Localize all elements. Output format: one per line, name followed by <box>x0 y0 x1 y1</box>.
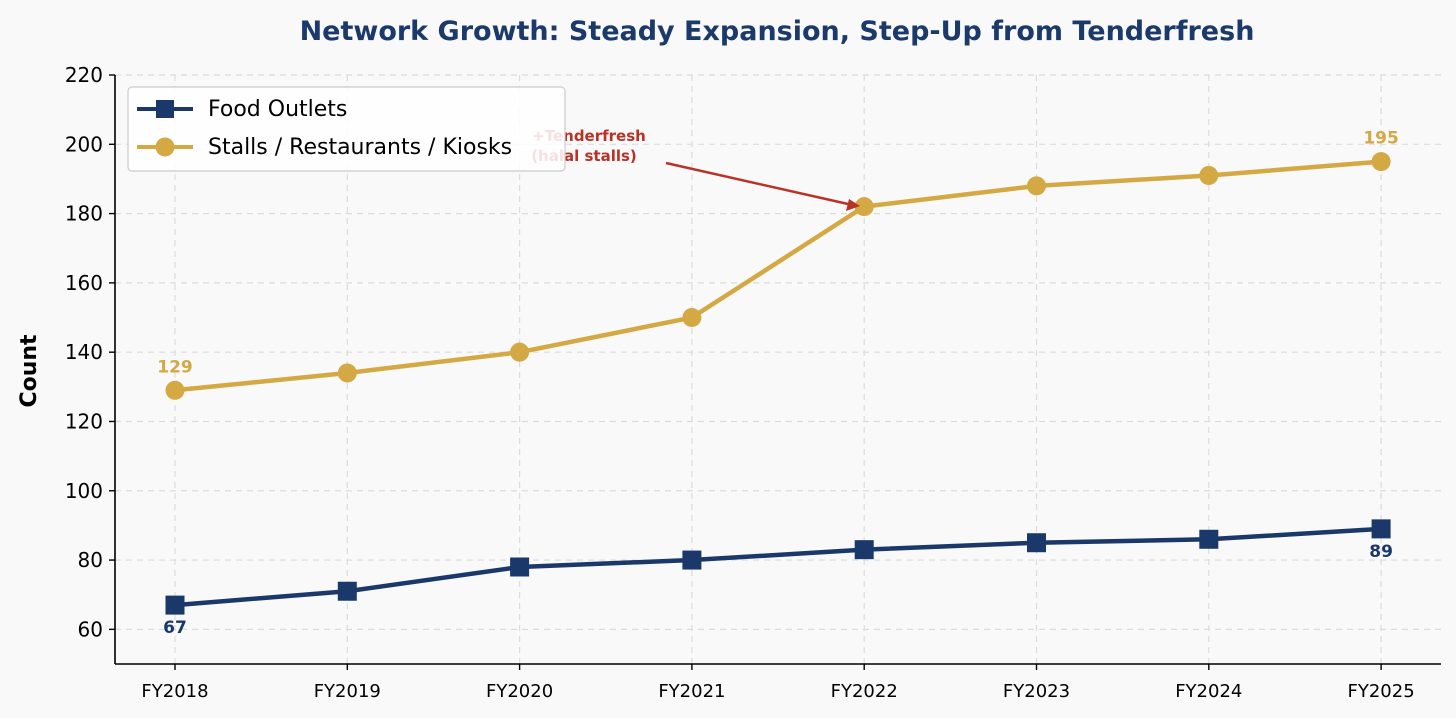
data-label-food-outlets: 67 <box>163 618 187 638</box>
y-tick-label: 120 <box>65 409 103 433</box>
data-point-square <box>337 581 357 601</box>
data-labels: 67 89 129 195 <box>157 129 1399 638</box>
legend-marker-square <box>156 100 174 118</box>
data-point-square <box>165 595 185 615</box>
data-point-circle <box>1199 165 1219 185</box>
data-label-stalls: 195 <box>1363 129 1399 149</box>
x-tick-label: FY2021 <box>658 681 725 702</box>
y-axis-label: Count <box>17 334 42 408</box>
tick-labels: 60 80 100 120 140 160 180 200 220 FY2018 FY2019 FY2… <box>65 63 1415 702</box>
legend-label-food-outlets: Food Outlets <box>208 97 347 122</box>
legend: Food Outlets Stalls / Restaurants / Kios… <box>127 86 566 172</box>
legend-entry-food-outlets: Food Outlets <box>137 97 347 122</box>
data-point-circle <box>854 197 874 217</box>
data-label-stalls: 129 <box>157 357 193 377</box>
data-point-square <box>682 550 702 570</box>
x-tick-label: FY2023 <box>1003 681 1070 702</box>
series-food-outlets <box>165 519 1391 615</box>
data-point-circle <box>1027 176 1046 196</box>
series-stalls <box>165 152 1391 400</box>
x-tick-label: FY2022 <box>831 681 898 702</box>
data-point-square <box>1199 529 1219 549</box>
legend-marker-circle <box>155 137 175 157</box>
data-label-food-outlets: 89 <box>1369 542 1393 562</box>
data-point-circle <box>1371 152 1391 172</box>
series-line <box>172 526 1384 608</box>
data-point-square <box>510 557 530 577</box>
x-tick-label: FY2018 <box>141 681 208 702</box>
legend-label-stalls: Stalls / Restaurants / Kiosks <box>208 135 512 160</box>
y-tick-label: 80 <box>78 548 103 572</box>
chart-title: Network Growth: Steady Expansion, Step-U… <box>300 16 1255 47</box>
y-tick-label: 200 <box>65 132 103 156</box>
data-point-circle <box>165 380 185 400</box>
x-tick-label: FY2024 <box>1175 681 1242 702</box>
x-tick-label: FY2025 <box>1348 681 1415 702</box>
data-point-circle <box>510 342 530 362</box>
annotation-arrow <box>665 161 849 206</box>
y-tick-label: 100 <box>65 479 103 503</box>
data-point-square <box>854 540 874 560</box>
data-point-circle <box>337 363 357 383</box>
data-point-square <box>1371 519 1391 539</box>
x-tick-label: FY2019 <box>314 681 381 702</box>
y-tick-label: 140 <box>65 340 103 364</box>
annotation-arrow-head <box>846 199 860 211</box>
data-point-square <box>1027 533 1046 553</box>
series <box>165 152 1391 615</box>
x-tick-label: FY2020 <box>486 681 553 702</box>
legend-entry-stalls: Stalls / Restaurants / Kiosks <box>137 135 512 160</box>
legend-box <box>127 86 566 172</box>
data-point-circle <box>682 308 702 328</box>
y-tick-label: 220 <box>65 63 103 87</box>
axes <box>114 75 1441 665</box>
y-tick-label: 160 <box>65 271 103 295</box>
y-tick-label: 180 <box>65 202 103 226</box>
series-line <box>172 159 1384 393</box>
y-tick-label: 60 <box>78 617 103 641</box>
